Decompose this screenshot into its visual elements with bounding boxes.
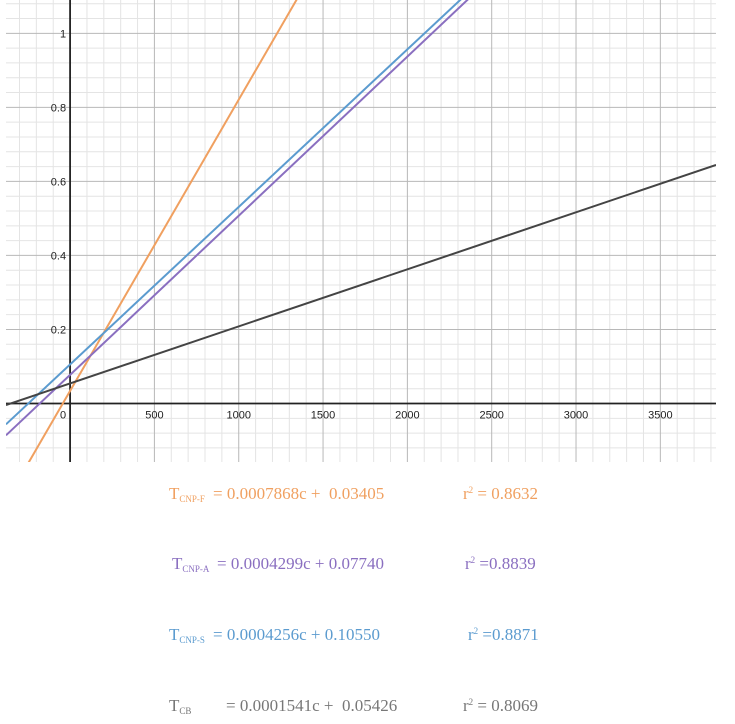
equation-row-cnp-s: TCNP-S = 0.0004256c + 0.10550 r2 =0.8871 bbox=[0, 625, 735, 653]
y-tick-label: 1 bbox=[60, 28, 66, 40]
equation-symbol: TCNP-A bbox=[172, 554, 210, 574]
y-tick-label: 0.4 bbox=[51, 250, 66, 262]
tick-labels: 0 500 1000 1500 2000 2500 3000 3500 0.2 0.4 0.6 0.8… bbox=[51, 28, 673, 421]
equation-row-cb: TCB = 0.0001541c + 0.05426 r2 = 0.8069 bbox=[0, 696, 735, 724]
equation-symbol: TCNP-S bbox=[169, 625, 205, 645]
series-line-3 bbox=[6, 0, 462, 426]
x-tick-label: 1500 bbox=[311, 410, 335, 422]
r-squared: r2 =0.8871 bbox=[468, 625, 539, 644]
r-squared: r2 = 0.8069 bbox=[463, 696, 539, 715]
series-line-2 bbox=[6, 0, 469, 437]
series-line-4 bbox=[6, 163, 716, 407]
equation-rhs: = 0.0004299c + 0.07740 bbox=[217, 554, 384, 573]
y-tick-label: 0.6 bbox=[51, 176, 66, 188]
x-tick-label: 3500 bbox=[648, 410, 672, 422]
y-tick-label: 0.8 bbox=[51, 102, 66, 114]
x-tick-label: 1000 bbox=[226, 410, 250, 422]
equation-rhs: = 0.0007868c + 0.03405 bbox=[213, 484, 385, 503]
equation-rhs: = 0.0004256c + 0.10550 bbox=[213, 625, 380, 644]
series-lines bbox=[6, 0, 716, 462]
series-line-1 bbox=[27, 0, 298, 462]
x-tick-label: 3000 bbox=[564, 410, 588, 422]
equation-rhs: = 0.0001541c + 0.05426 bbox=[226, 696, 398, 715]
x-tick-label: 0 bbox=[60, 410, 66, 422]
equation-row-cnp-f: TCNP-F = 0.0007868c + 0.03405 r2 = 0.863… bbox=[0, 484, 735, 512]
r-squared: r2 =0.8839 bbox=[465, 554, 536, 573]
axes bbox=[6, 0, 716, 462]
y-tick-label: 0.2 bbox=[51, 324, 66, 336]
x-tick-label: 2500 bbox=[479, 410, 503, 422]
equation-symbol: TCB bbox=[169, 696, 192, 716]
equation-symbol: TCNP-F bbox=[169, 484, 205, 504]
regression-plot: 0 500 1000 1500 2000 2500 3000 3500 0.2 0.4 0.6 0.8… bbox=[6, 0, 716, 462]
equation-row-cnp-a: TCNP-A = 0.0004299c + 0.07740 r2 =0.8839 bbox=[0, 554, 735, 582]
x-tick-label: 500 bbox=[145, 410, 163, 422]
r-squared: r2 = 0.8632 bbox=[463, 484, 539, 503]
minor-grid bbox=[6, 0, 716, 462]
major-grid bbox=[6, 0, 716, 462]
x-tick-label: 2000 bbox=[395, 410, 419, 422]
